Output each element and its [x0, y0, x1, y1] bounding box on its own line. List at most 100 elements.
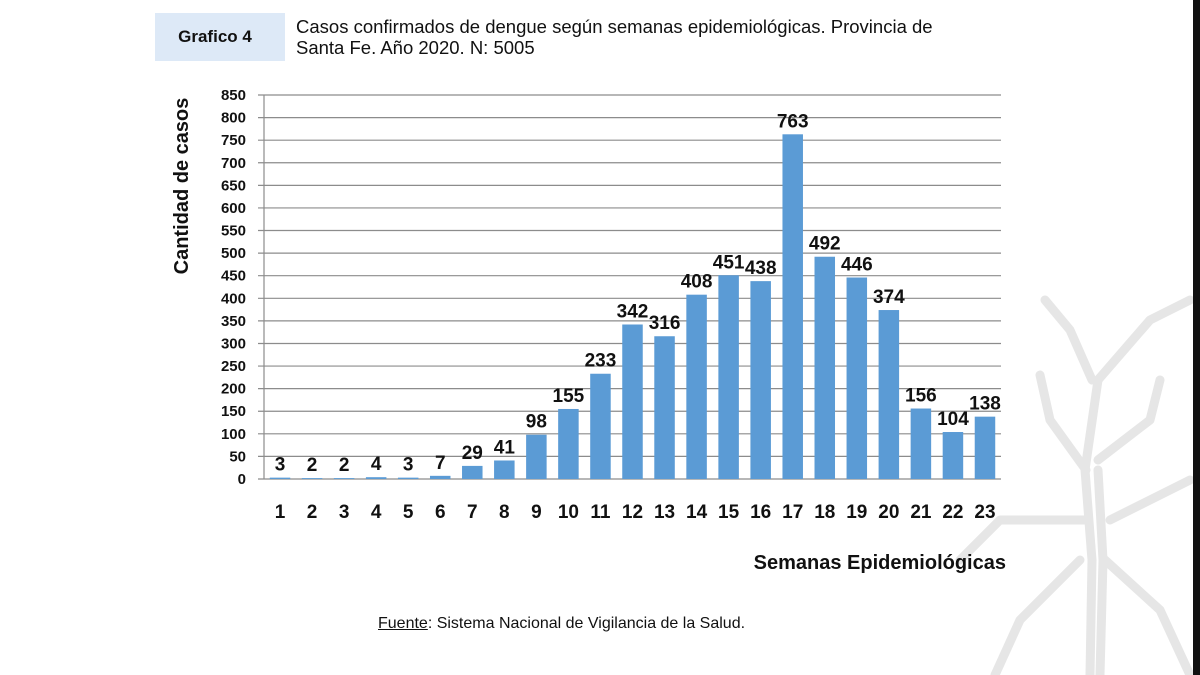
bar	[365, 477, 387, 479]
y-tick-label: 0	[238, 471, 246, 488]
x-tick-label: 2	[307, 502, 318, 523]
y-tick-label: 800	[221, 110, 246, 127]
data-label: 138	[969, 394, 1001, 415]
figure-number-badge: Grafico 4	[155, 13, 285, 61]
bar	[782, 134, 803, 479]
y-tick-label: 500	[221, 245, 246, 262]
bar	[814, 256, 836, 479]
x-tick-label: 8	[499, 502, 510, 523]
x-tick-label: 13	[654, 502, 675, 523]
bar-chart: 0 50 100 150 200 250 300 350 400 450 500 550 600 650 7…	[171, 87, 1006, 574]
bar	[526, 434, 547, 479]
bar	[622, 324, 643, 479]
data-label: 155	[553, 386, 585, 407]
source-label: Fuente	[378, 615, 428, 632]
bar	[942, 432, 964, 479]
chart-title-line-1: Casos confirmados de dengue según semana…	[296, 16, 933, 37]
x-tick-label: 12	[622, 502, 643, 523]
bar	[878, 310, 900, 479]
data-label: 438	[745, 258, 777, 279]
data-label: 98	[526, 412, 547, 433]
x-tick-label: 6	[435, 502, 446, 523]
source-note: Fuente: Sistema Nacional de Vigilancia d…	[378, 615, 745, 633]
data-label: 7	[435, 453, 446, 474]
x-tick-label: 18	[814, 502, 835, 523]
data-label: 374	[873, 287, 905, 308]
y-tick-label: 750	[221, 132, 246, 149]
bar	[333, 478, 355, 479]
bar	[910, 408, 932, 479]
x-tick-label: 3	[339, 502, 350, 523]
bar	[654, 336, 675, 479]
y-axis-title: Cantidad de casos	[171, 98, 193, 275]
chart-title: Casos confirmados de dengue según semana…	[296, 16, 1016, 58]
data-label: 492	[809, 234, 841, 255]
y-tick-label: 100	[221, 426, 246, 443]
x-tick-label: 1	[275, 502, 286, 523]
bar	[590, 373, 611, 479]
bar	[686, 294, 707, 479]
y-tick-label: 150	[221, 403, 246, 420]
x-tick-label: 21	[910, 502, 932, 523]
y-tick-label: 50	[229, 448, 246, 465]
data-label: 2	[307, 455, 318, 476]
data-label: 2	[339, 455, 350, 476]
bar	[974, 416, 996, 479]
x-tick-label: 22	[942, 502, 963, 523]
y-tick-label: 600	[221, 200, 246, 217]
x-tick-label: 16	[750, 502, 771, 523]
y-tick-label: 250	[221, 358, 246, 375]
bar	[269, 477, 291, 479]
bar	[750, 281, 771, 479]
data-label: 763	[777, 111, 809, 132]
x-tick-label: 20	[878, 502, 899, 523]
x-axis-title: Semanas Epidemiológicas	[754, 552, 1006, 574]
bars	[269, 134, 996, 479]
y-tick-label: 350	[221, 313, 246, 330]
x-tick-label: 23	[974, 502, 995, 523]
y-tick-label: 550	[221, 223, 246, 240]
data-label: 316	[649, 313, 681, 334]
x-tick-label: 10	[558, 502, 579, 523]
x-tick-label: 15	[718, 502, 740, 523]
y-tick-labels: 0 50 100 150 200 250 300 350 400 450 500 550 600 650 7…	[221, 87, 246, 488]
y-tick-label: 700	[221, 155, 246, 172]
data-label: 104	[937, 409, 969, 430]
x-tick-label: 7	[467, 502, 478, 523]
data-label: 446	[841, 255, 873, 276]
bar	[429, 475, 451, 479]
y-tick-label: 300	[221, 335, 246, 352]
x-tick-label: 5	[403, 502, 414, 523]
data-label: 342	[617, 301, 649, 322]
x-tick-label: 4	[371, 502, 382, 523]
data-label: 3	[403, 455, 414, 476]
x-tick-label: 9	[531, 502, 542, 523]
bar	[558, 408, 579, 479]
source-text: : Sistema Nacional de Vigilancia de la S…	[427, 615, 746, 632]
y-tick-label: 650	[221, 177, 246, 194]
data-label: 408	[681, 272, 713, 293]
bar	[846, 277, 868, 479]
x-tick-label: 19	[846, 502, 867, 523]
bar	[462, 465, 483, 479]
data-label: 233	[585, 351, 617, 372]
x-tick-label: 17	[782, 502, 803, 523]
y-tick-label: 450	[221, 268, 246, 285]
y-tick-label: 200	[221, 381, 246, 398]
window-edge-bar	[1193, 0, 1200, 675]
x-tick-labels: 1 2 3 4 5 6 7 8 9 10 11 12 13 14 15 16 17 18 19 20 21 22 23	[275, 502, 996, 523]
data-label: 4	[371, 454, 382, 475]
x-tick-label: 14	[686, 502, 708, 523]
data-label: 41	[494, 437, 516, 458]
bar	[718, 275, 739, 479]
data-label: 156	[905, 386, 937, 407]
bar	[494, 460, 515, 479]
chart-title-line-2: Santa Fe. Año 2020. N: 5005	[296, 37, 535, 58]
data-label: 29	[462, 443, 483, 464]
bar	[397, 477, 419, 479]
bar	[301, 478, 323, 479]
data-label: 451	[713, 252, 745, 273]
x-tick-label: 11	[590, 502, 611, 523]
